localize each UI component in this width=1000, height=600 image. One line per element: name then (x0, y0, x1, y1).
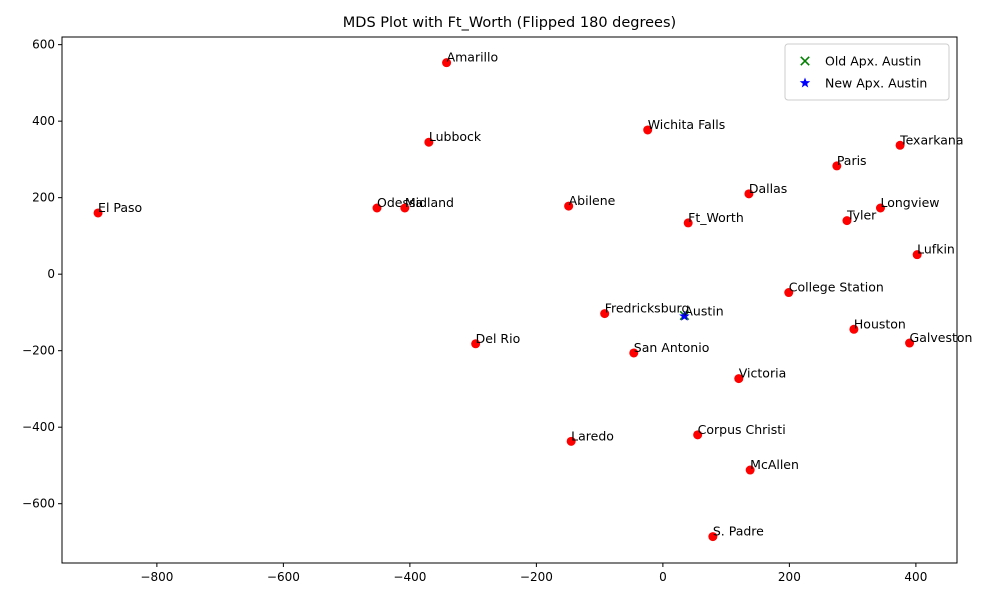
city-label-corpus-christi: Corpus Christi (698, 422, 786, 437)
city-label-amarillo: Amarillo (447, 50, 499, 65)
city-label-midland: Midland (405, 195, 454, 210)
city-point-21 (566, 436, 576, 446)
city-point-1 (643, 125, 653, 135)
city-label-san-antonio: San Antonio (634, 340, 710, 355)
legend-entry-1: New Apx. Austin (825, 76, 927, 91)
x-tick-label: −600 (267, 570, 300, 584)
city-label-del-rio: Del Rio (476, 331, 521, 346)
city-label-victoria: Victoria (739, 366, 786, 381)
x-tick-label: −800 (140, 570, 173, 584)
city-point-20 (734, 374, 744, 384)
city-label-college-station: College Station (789, 280, 884, 295)
city-point-9 (564, 201, 574, 211)
plot-area: Amarillo Wichita Falls Texarkana Lubbock Par… (93, 50, 973, 542)
city-label-paris: Paris (837, 153, 867, 168)
x-tick-label: −200 (520, 570, 553, 584)
city-label-dallas: Dallas (749, 181, 787, 196)
legend-marker-0 (800, 56, 810, 66)
city-label-galveston: Galveston (910, 330, 973, 345)
city-label-tyler: Tyler (846, 208, 877, 223)
city-label-abilene: Abilene (569, 193, 616, 208)
y-tick-label: −400 (22, 420, 55, 434)
city-label-austin: Austin (684, 303, 723, 318)
y-tick-label: 200 (32, 191, 55, 205)
city-point-12 (683, 218, 693, 228)
legend-marker-1 (799, 77, 811, 88)
city-label-wichita-falls: Wichita Falls (648, 117, 726, 132)
legend: Old Apx. Austin New Apx. Austin (784, 43, 950, 101)
city-label-texarkana: Texarkana (899, 132, 963, 147)
city-point-18 (471, 339, 481, 349)
y-tick-label: 0 (47, 267, 55, 281)
city-point-17 (905, 338, 915, 348)
city-label-longview: Longview (880, 195, 939, 210)
city-label-fredricksburg: Fredricksburg (605, 301, 690, 316)
city-point-14 (784, 288, 794, 298)
legend-box (784, 43, 950, 101)
city-point-24 (708, 532, 718, 542)
y-tick-label: −600 (22, 497, 55, 511)
city-point-8 (400, 203, 410, 213)
city-point-5 (744, 189, 754, 199)
city-point-13 (912, 250, 922, 260)
x-tick-label: 0 (659, 570, 667, 584)
axes-frame (61, 36, 958, 564)
city-label-laredo: Laredo (571, 428, 614, 443)
y-tick-label: 400 (32, 114, 55, 128)
city-point-11 (842, 216, 852, 226)
y-tick-label: 600 (32, 38, 55, 52)
chart-title: MDS Plot with Ft_Worth (Flipped 180 degr… (343, 15, 676, 31)
city-point-4 (832, 161, 842, 171)
city-point-16 (849, 324, 859, 334)
city-label-s-padre: S. Padre (713, 524, 764, 539)
legend-entry-0: Old Apx. Austin (825, 54, 921, 69)
city-point-7 (372, 203, 382, 213)
city-point-23 (745, 465, 755, 475)
x-tick-label: 200 (778, 570, 801, 584)
x-tick-label: −400 (393, 570, 426, 584)
city-point-2 (895, 140, 905, 150)
city-point-19 (629, 348, 639, 358)
legend-marker-0-stroke-b (800, 56, 810, 66)
city-label-odessa: Odessa (377, 195, 423, 210)
axes: −800 −600 −400 −200 0 200 400 −600 −400 −200 0 200 4… (22, 36, 958, 584)
city-label-lufkin: Lufkin (917, 242, 955, 257)
city-label-houston: Houston (854, 316, 906, 331)
city-point-22 (693, 430, 703, 440)
city-point-0 (442, 58, 452, 68)
city-point-3 (424, 137, 434, 147)
new-apx-austin-point-0 (679, 310, 690, 321)
city-label-mcallen: McAllen (750, 457, 799, 472)
city-label-ft-worth: Ft_Worth (688, 210, 744, 225)
y-tick-label: −200 (22, 344, 55, 358)
x-tick-label: 400 (904, 570, 927, 584)
city-point-10 (875, 203, 885, 213)
city-label-el-paso: El Paso (98, 200, 142, 215)
city-point-6 (93, 208, 103, 218)
city-point-15 (600, 309, 610, 319)
city-label-lubbock: Lubbock (429, 129, 482, 144)
